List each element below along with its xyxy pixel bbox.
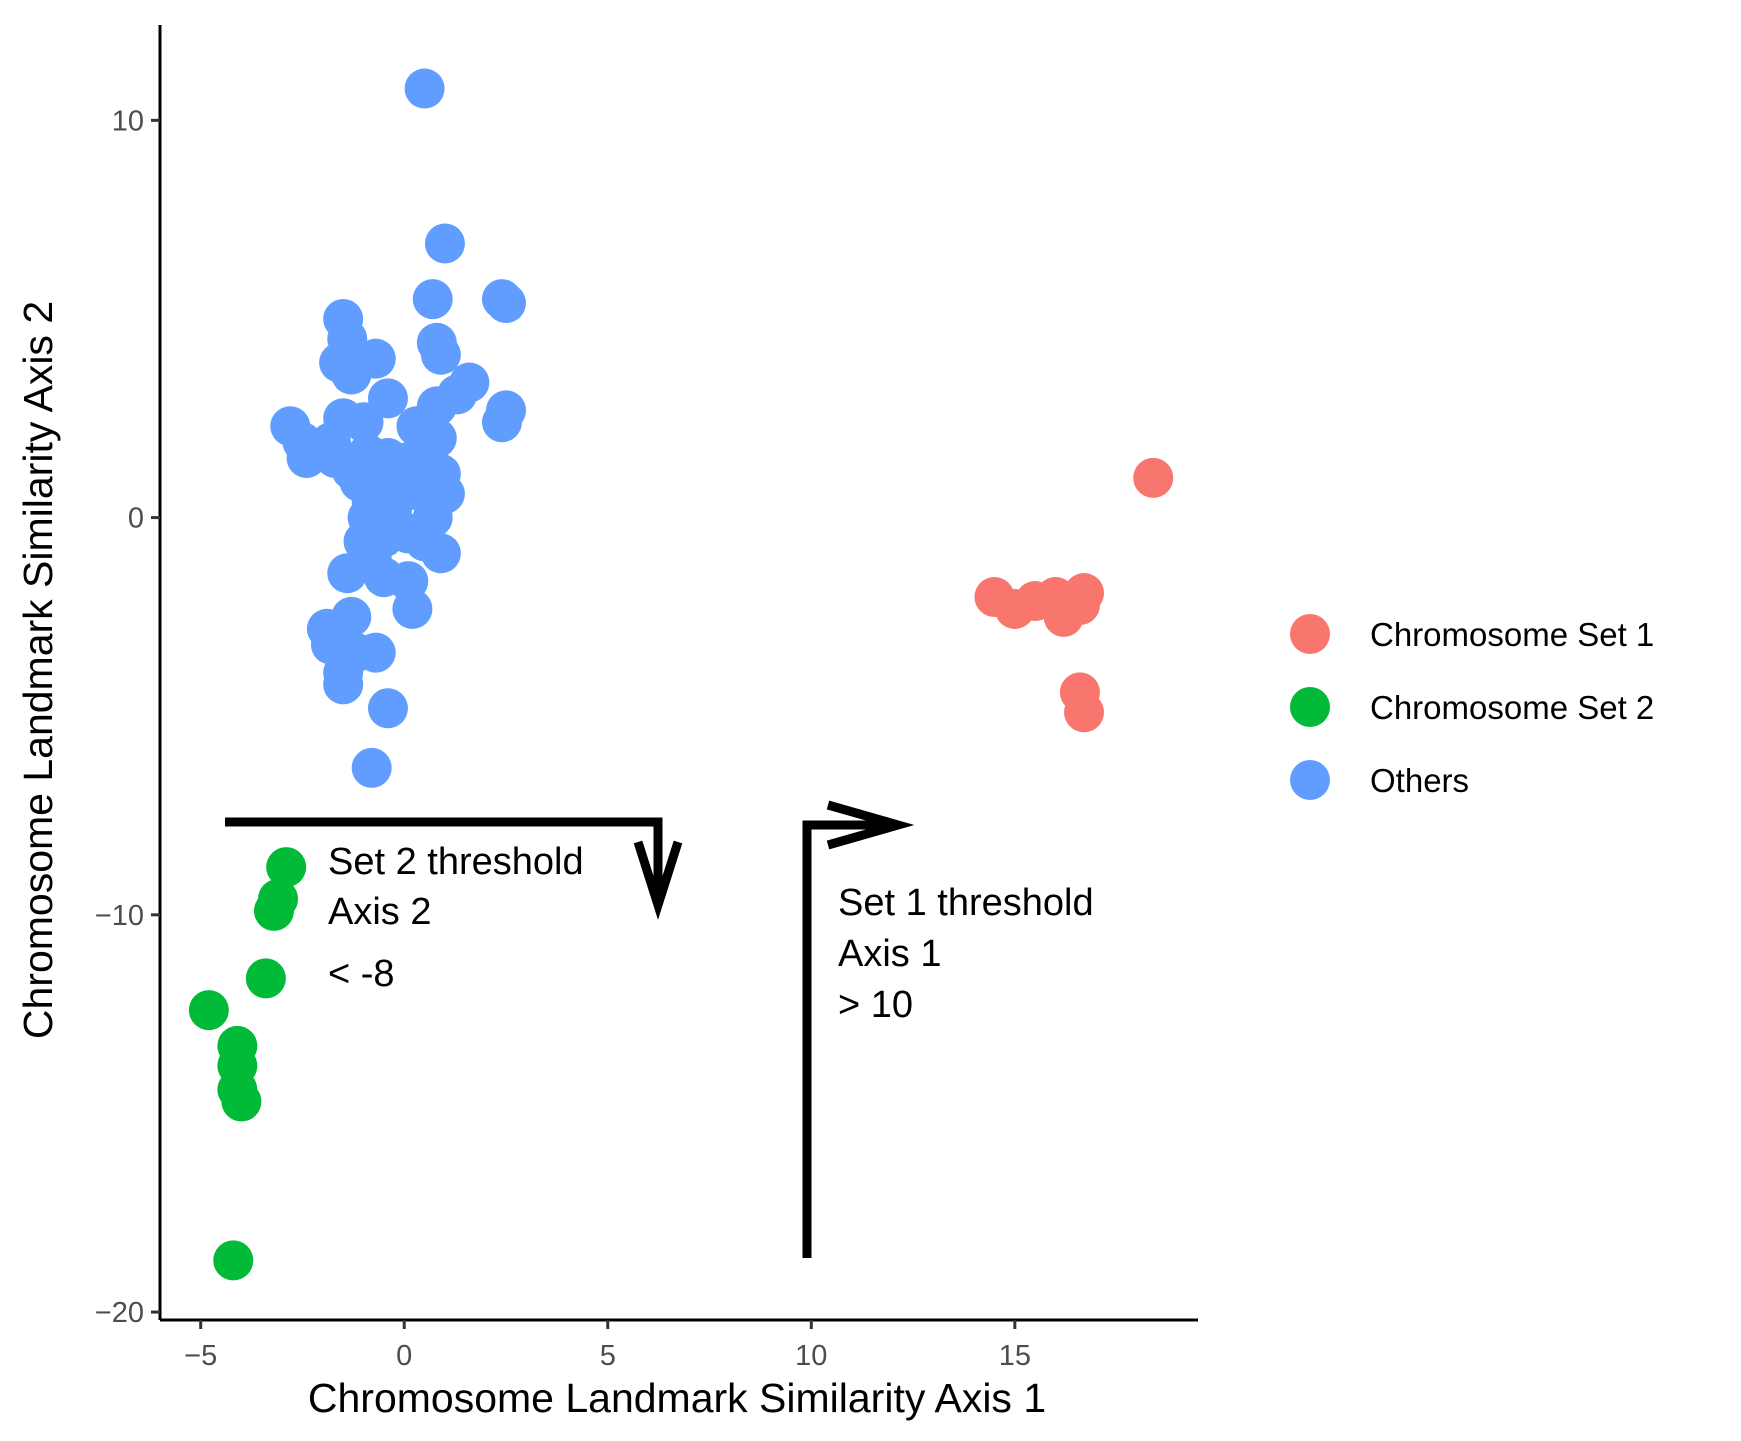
legend-item: Others [1290,760,1469,800]
data-point [420,533,461,574]
data-point [253,890,294,931]
data-point [367,688,408,729]
y-tick-label: −20 [95,1297,144,1329]
data-point [424,223,465,264]
data-points [188,68,1174,1281]
threshold-annotations: Set 2 threshold Axis 2 < -8 Set 1 thresh… [225,800,1094,1258]
series-chromosome-set-2 [188,847,307,1281]
y-tick-label: 10 [112,105,144,137]
legend-label: Chromosome Set 2 [1370,689,1654,726]
data-point [486,283,526,324]
data-point [1133,457,1174,498]
data-point [286,437,327,478]
axes: −5 0 5 10 15 −20 −10 0 10 [95,25,1198,1372]
data-point [404,68,445,109]
data-point [1064,692,1105,733]
data-point [245,958,286,999]
legend-key [1290,687,1330,727]
data-point [188,990,229,1031]
set1-arrowhead [826,800,915,850]
legend-item: Chromosome Set 1 [1290,614,1654,654]
set1-label-line3: > 10 [838,984,913,1026]
data-point [420,334,461,375]
series-chromosome-set-1 [974,457,1174,733]
x-tick-label: −5 [184,1340,217,1372]
data-point [266,847,307,888]
set2-threshold-label: Set 2 threshold Axis 2 < -8 [328,841,584,995]
set1-threshold-arrow [802,820,890,1258]
data-point [392,588,433,629]
x-tick-label: 10 [795,1340,827,1372]
data-point [323,664,364,705]
set1-label-line1: Set 1 threshold [838,882,1094,924]
data-point [343,402,384,443]
x-tick-label: 0 [396,1340,412,1372]
data-point [412,279,453,320]
y-tick-label: −10 [95,900,144,932]
set2-label-line1: Set 2 threshold [328,841,584,883]
x-tick-label: 15 [999,1340,1031,1372]
set1-threshold-label: Set 1 threshold Axis 1 > 10 [838,882,1094,1026]
set2-label-line3: < -8 [328,953,395,995]
data-point [327,553,368,594]
legend: Chromosome Set 1 Chromosome Set 2 Others [1290,614,1654,800]
legend-item: Chromosome Set 2 [1290,687,1654,727]
legend-key [1290,614,1330,654]
data-point [481,402,522,443]
series-others [270,68,526,788]
data-point [331,354,372,395]
x-tick-label: 5 [600,1340,616,1372]
set2-arrowhead [633,840,683,920]
data-point [1064,573,1105,614]
set1-label-line2: Axis 1 [838,933,941,975]
data-point [355,632,396,673]
set2-label-line2: Axis 2 [328,891,431,933]
y-tick-label: 0 [128,503,144,535]
legend-label: Chromosome Set 1 [1370,616,1654,653]
data-point [213,1240,254,1281]
y-axis-title: Chromosome Landmark Similarity Axis 2 [15,301,61,1039]
set2-threshold-arrow [225,817,663,898]
legend-label: Others [1370,762,1469,799]
data-point [221,1081,262,1122]
data-point [351,747,392,788]
legend-key [1290,760,1330,800]
x-axis-title: Chromosome Landmark Similarity Axis 1 [308,1375,1046,1421]
